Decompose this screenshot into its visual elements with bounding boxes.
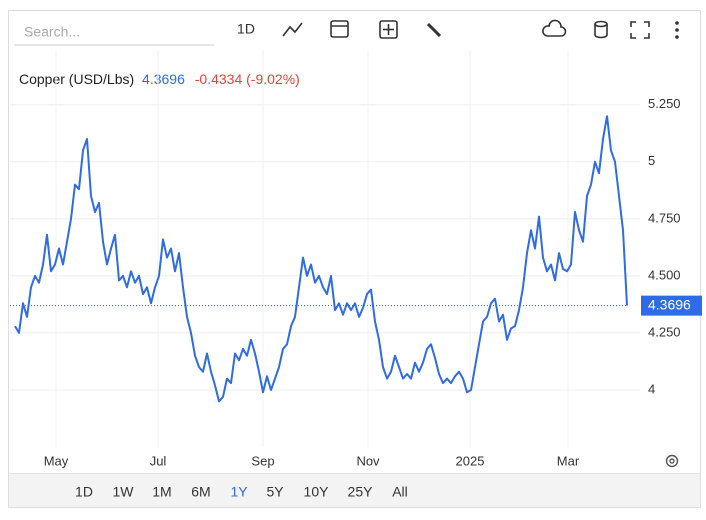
y-tick-label: 4.750: [648, 210, 681, 225]
range-button[interactable]: 6M: [191, 484, 210, 500]
instrument-name: Copper (USD/Lbs): [19, 71, 134, 87]
y-tick-label: 5.250: [648, 96, 681, 111]
gear-ring: [665, 454, 679, 468]
range-button[interactable]: 1D: [75, 484, 93, 500]
settings-icon[interactable]: [665, 454, 679, 468]
x-tick-label: Jul: [150, 453, 167, 468]
frame: [8, 10, 701, 508]
x-tick-label: Mar: [557, 453, 580, 468]
last-price-label: 4.3696: [648, 296, 691, 312]
line-icon[interactable]: [282, 22, 303, 37]
range-button[interactable]: 1M: [152, 484, 171, 500]
calendar-icon[interactable]: [330, 20, 349, 38]
menu-dot: [675, 28, 679, 32]
download-icon[interactable]: [542, 19, 567, 37]
add-icon[interactable]: [379, 20, 398, 39]
price-change: -0.4334 (-9.02%): [195, 71, 300, 87]
price-line: [14, 115, 628, 403]
legend: Copper (USD/Lbs) 4.3696 -0.4334 (-9.02%): [19, 71, 300, 87]
y-tick-label: 4: [648, 381, 655, 396]
range-button[interactable]: All: [392, 484, 408, 500]
x-tick-label: Nov: [356, 453, 380, 468]
toolbar-icons[interactable]: [282, 19, 650, 39]
fullscreen-icon[interactable]: [630, 21, 650, 39]
y-tick-label: 4.500: [648, 267, 681, 282]
y-tick-label: 4.250: [648, 324, 681, 339]
search-box[interactable]: Search...: [24, 24, 80, 40]
range-button[interactable]: 5Y: [266, 484, 284, 500]
range-button[interactable]: 1Y: [230, 484, 248, 500]
menu-dot: [675, 35, 679, 39]
gear-hub: [669, 458, 675, 464]
db-icon-body: [594, 24, 608, 39]
menu-dot: [675, 21, 679, 25]
x-tick-label: Sep: [251, 453, 274, 468]
range-button[interactable]: 25Y: [348, 484, 374, 500]
wrench-icon[interactable]: [426, 22, 442, 38]
range-bar: [9, 474, 700, 507]
range-button[interactable]: 10Y: [304, 484, 330, 500]
last-price-box: [641, 295, 702, 316]
x-tick-label: May: [44, 453, 69, 468]
interval-button[interactable]: 1D: [237, 21, 255, 37]
y-tick-label: 5: [648, 153, 655, 168]
range-button[interactable]: 1W: [113, 484, 135, 500]
x-tick-label: 2025: [456, 453, 485, 468]
last-price: 4.3696: [142, 71, 185, 87]
menu-icon[interactable]: [675, 21, 679, 39]
